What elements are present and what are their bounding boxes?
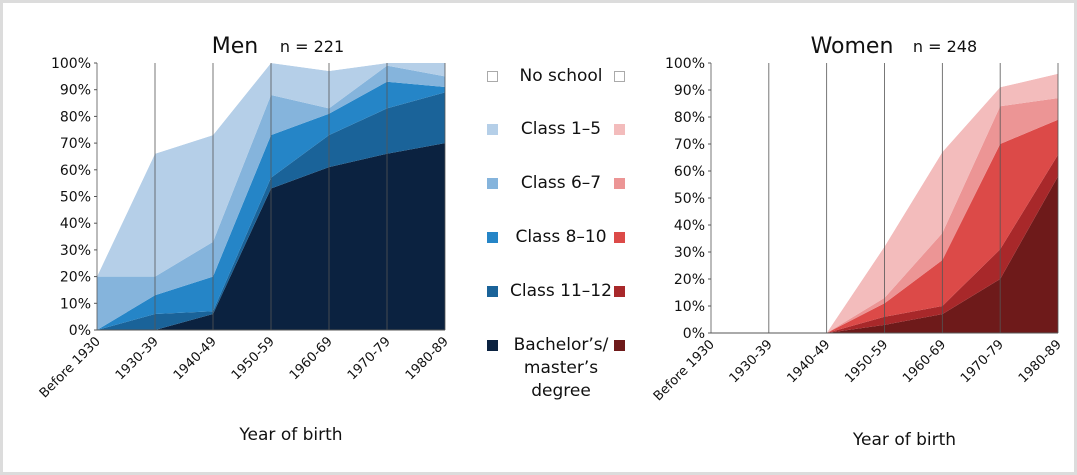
y-tick-label: 90% [60,83,91,99]
y-tick-label: 60% [60,163,91,179]
chart-subtitle: n = 221 [280,37,344,56]
x-tick-label: 1940-49 [171,334,220,383]
y-tick-label: 80% [60,109,91,125]
y-tick-label: 100% [665,56,705,72]
chart-title: Women [811,34,894,59]
x-tick-label: 1980-89 [1016,337,1065,386]
x-tick-label: Before 1930 [651,337,718,404]
y-tick-label: 70% [60,136,91,152]
y-tick-label: 80% [674,110,705,126]
area [97,65,445,331]
area [711,73,1058,334]
y-tick-label: 0% [683,326,705,342]
legend-label: Bachelor’s/ master’s degree [513,335,609,401]
area [711,176,1058,333]
legend-swatch [614,178,625,189]
y-tick-label: 10% [60,296,91,312]
y-tick-label: 50% [674,191,705,207]
legend-swatch [487,178,498,189]
area [711,154,1058,333]
x-tick-label: 1960-69 [287,334,336,383]
x-tick-label: 1950-59 [842,337,891,386]
legend-swatch [487,71,498,82]
legend-swatch [614,71,625,82]
area [97,63,445,277]
x-tick-label: 1960-69 [900,337,949,386]
legend-label: No school [519,66,603,86]
legend-swatch [487,124,498,135]
y-tick-label: 100% [51,56,91,72]
legend-label: Class 11–12 [510,281,612,301]
legend-swatch [614,124,625,135]
area [97,92,445,331]
x-tick-label: 1930-39 [727,337,776,386]
legend-swatch [487,340,498,351]
x-tick-label: 1930-39 [113,334,162,383]
legend-label: Class 8–10 [515,227,607,247]
x-axis-label: Year of birth [852,430,956,450]
y-tick-label: 40% [674,218,705,234]
legend-label: Class 1–5 [520,119,602,139]
x-tick-label: Before 1930 [37,334,104,401]
legend-swatch [487,286,498,297]
legend-swatch [487,232,498,243]
y-tick-label: 40% [60,216,91,232]
y-tick-label: 70% [674,137,705,153]
x-tick-label: 1940-49 [784,337,833,386]
y-tick-label: 0% [69,323,91,339]
legend-label: Class 6–7 [520,173,602,193]
y-tick-label: 30% [674,245,705,261]
area [711,119,1058,333]
y-tick-label: 20% [674,272,705,288]
chart-subtitle: n = 248 [913,37,977,56]
chart-title: Men [212,34,258,59]
y-tick-label: 60% [674,164,705,180]
x-tick-label: 1970-79 [958,337,1007,386]
x-axis-label: Year of birth [238,425,342,445]
y-tick-label: 90% [674,83,705,99]
area [97,63,445,277]
x-tick-label: 1980-89 [403,334,452,383]
y-tick-label: 50% [60,190,91,206]
legend-swatch [614,232,625,243]
y-tick-label: 30% [60,243,91,259]
y-tick-label: 10% [674,299,705,315]
legend-swatch [614,286,625,297]
y-tick-label: 20% [60,270,91,286]
x-tick-label: 1950-59 [229,334,278,383]
legend-swatch [614,340,625,351]
area [711,98,1058,333]
x-tick-label: 1970-79 [345,334,394,383]
